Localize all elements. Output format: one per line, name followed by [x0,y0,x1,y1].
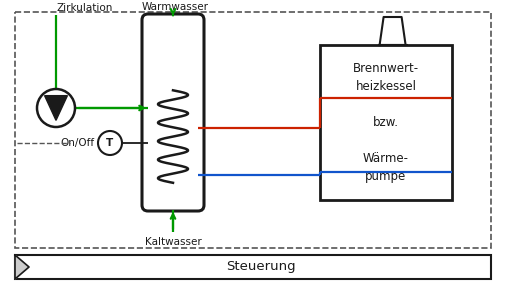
Text: Brennwert-
heizkessel

bzw.

Wärme-
pumpe: Brennwert- heizkessel bzw. Wärme- pumpe [352,62,418,183]
Bar [319,45,451,200]
Bar [15,12,490,248]
Text: Warmwasser: Warmwasser [141,2,208,12]
Text: T: T [106,138,114,148]
Text: Steuerung: Steuerung [226,260,295,273]
Polygon shape [15,255,29,279]
Text: Zirkulation: Zirkulation [57,3,113,13]
Text: On/Off: On/Off [61,138,95,148]
Polygon shape [44,96,67,120]
Bar [15,255,490,279]
Text: Kaltwasser: Kaltwasser [144,237,201,247]
FancyBboxPatch shape [142,14,204,211]
